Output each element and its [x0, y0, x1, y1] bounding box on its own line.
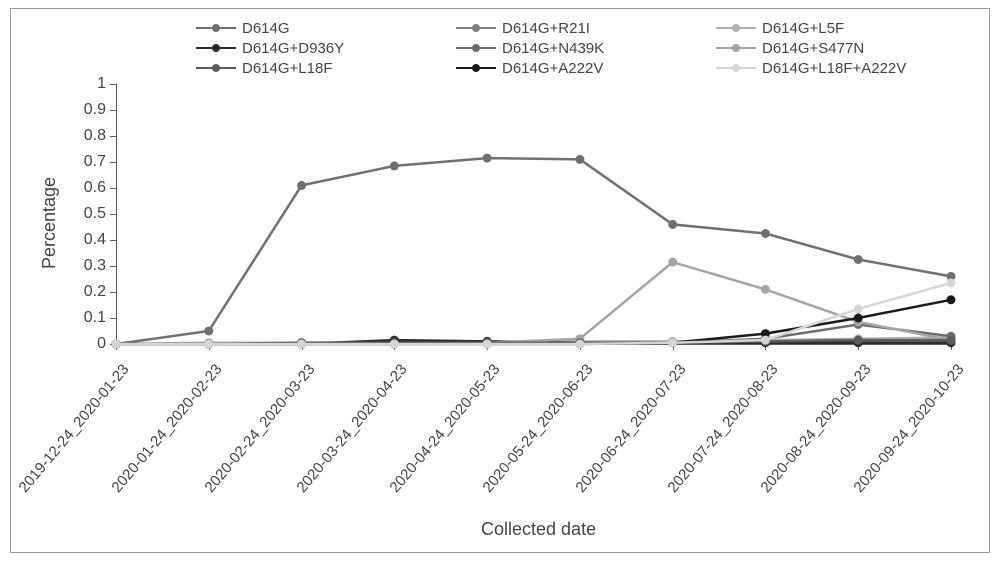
series-line — [116, 300, 951, 344]
series-marker — [854, 255, 863, 264]
series-marker — [297, 181, 306, 190]
series-line — [116, 283, 951, 344]
series-marker — [297, 340, 306, 349]
series-marker — [204, 327, 213, 336]
series-marker — [668, 338, 677, 347]
series-marker — [575, 340, 584, 349]
series-marker — [761, 336, 770, 345]
series-marker — [668, 258, 677, 267]
series-marker — [112, 340, 121, 349]
series-marker — [390, 340, 399, 349]
series-marker — [483, 340, 492, 349]
plot-lines — [11, 9, 991, 554]
series-marker — [761, 285, 770, 294]
series-marker — [947, 336, 956, 345]
series-marker — [204, 340, 213, 349]
series-marker — [854, 336, 863, 345]
series-marker — [575, 155, 584, 164]
chart-frame: Percentage Collected date 00.10.20.30.40… — [10, 8, 990, 553]
series-marker — [947, 295, 956, 304]
series-marker — [947, 278, 956, 287]
series-line — [116, 158, 951, 344]
series-marker — [854, 304, 863, 313]
series-marker — [668, 220, 677, 229]
series-marker — [483, 154, 492, 163]
series-line — [116, 262, 951, 344]
series-marker — [854, 314, 863, 323]
series-marker — [761, 229, 770, 238]
series-marker — [390, 161, 399, 170]
